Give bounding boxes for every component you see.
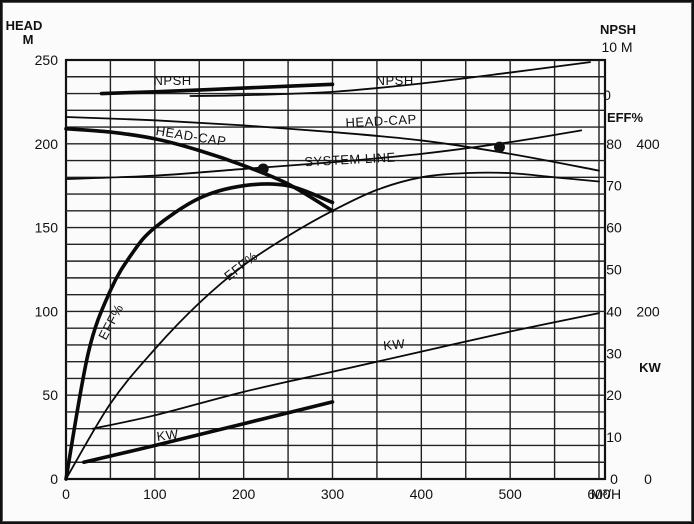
series-line-kw-light <box>91 312 600 430</box>
x-tick-label: 600 <box>587 486 611 502</box>
eff-axis-title: EFF% <box>607 110 644 125</box>
head-tick-label: 150 <box>35 220 59 236</box>
eff-tick-label: 80 <box>606 136 622 152</box>
npsh-axis-title: NPSH <box>600 22 636 37</box>
eff-tick-label: 50 <box>606 262 622 278</box>
npsh-tick-label: 0 <box>603 87 611 103</box>
curve-label: HEAD-CAP <box>345 112 417 131</box>
eff-tick-label: 30 <box>606 345 622 361</box>
curve-label: KW <box>383 336 407 353</box>
head-tick-label: 100 <box>35 303 59 319</box>
plot-border <box>64 58 607 481</box>
x-tick-label: 500 <box>498 486 522 502</box>
curve-label: EFF% <box>95 302 126 343</box>
series-line-npsh-heavy <box>99 82 335 96</box>
grid <box>64 58 607 481</box>
x-tick-label: 0 <box>62 486 70 502</box>
kw-tick-label: 200 <box>636 303 660 319</box>
series-line-head-cap-light <box>65 116 600 172</box>
eff-tick-label: 70 <box>606 178 622 194</box>
eff-tick-label: 40 <box>606 303 622 319</box>
series-line-npsh-light <box>189 61 592 97</box>
head-axis-title: HEAD <box>6 18 43 33</box>
kw-tick-label: 400 <box>636 136 660 152</box>
operating-point <box>494 141 506 153</box>
eff-tick-label: 0 <box>610 471 618 487</box>
eff-tick-label: 10 <box>606 429 622 445</box>
eff-tick-label: 60 <box>606 220 622 236</box>
head-axis-unit: M <box>23 32 34 47</box>
head-tick-label: 0 <box>50 471 58 487</box>
series-line-eff-light <box>65 171 600 480</box>
x-tick-label: 200 <box>232 486 256 502</box>
series-line-eff-heavy <box>64 182 335 481</box>
curve-label: NPSH <box>154 73 192 88</box>
head-tick-label: 200 <box>35 136 59 152</box>
x-axis-unit: M³/H <box>591 486 621 502</box>
series-layer <box>64 61 600 481</box>
eff-tick-label: 20 <box>606 387 622 403</box>
series-line-system-line-light <box>65 129 583 180</box>
curve-label: NPSH <box>376 73 414 88</box>
x-tick-label: 300 <box>321 486 345 502</box>
points-layer <box>257 141 506 175</box>
kw-tick-label: 0 <box>644 471 652 487</box>
curve-label: SYSTEM LINE <box>304 150 396 170</box>
head-tick-label: 250 <box>35 52 59 68</box>
x-tick-label: 100 <box>143 486 167 502</box>
npsh-axis-unit: 10 M <box>601 39 632 55</box>
head-tick-label: 50 <box>42 387 58 403</box>
operating-point <box>257 163 269 175</box>
curve-label: KW <box>156 426 180 444</box>
x-tick-label: 400 <box>410 486 434 502</box>
series-line-kw-heavy <box>81 400 335 465</box>
kw-axis-title: KW <box>639 360 661 375</box>
